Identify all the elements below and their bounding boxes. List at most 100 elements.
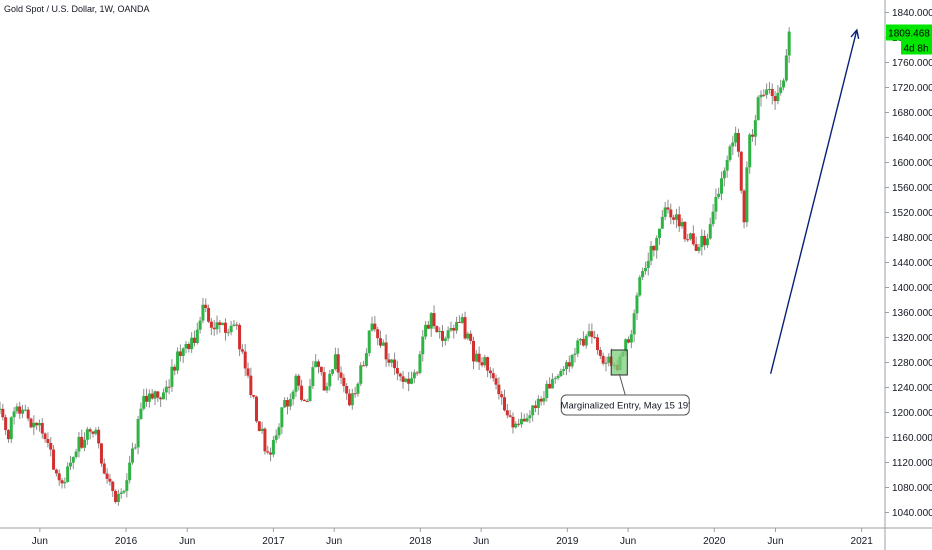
y-tick-label: 1240.000 <box>892 383 932 394</box>
candle-up <box>291 391 295 400</box>
candle-down <box>477 353 481 363</box>
y-tick-label: 1520.000 <box>892 208 932 219</box>
candle-up <box>421 336 425 355</box>
candle-up <box>745 167 749 223</box>
candle-down <box>285 400 289 407</box>
candle-down <box>322 372 326 391</box>
candle-up <box>663 207 667 217</box>
x-tick-label: Jun <box>620 536 636 547</box>
candle-down <box>18 406 22 414</box>
candle-up <box>576 340 580 354</box>
candle-down <box>209 321 213 328</box>
candle-up <box>553 378 557 380</box>
candle-up <box>717 193 721 197</box>
candle-up <box>776 92 780 102</box>
countdown-label: 4d 8h <box>903 44 928 55</box>
candle-down <box>238 324 242 350</box>
candle-down <box>29 418 33 428</box>
x-tick-label: Jun <box>473 536 489 547</box>
candle-down <box>452 327 456 331</box>
candle-down <box>736 132 740 152</box>
candle-up <box>280 407 284 428</box>
candle-down <box>269 452 273 455</box>
candle-down <box>683 221 687 240</box>
candle-up <box>556 375 560 379</box>
candle-up <box>364 353 368 366</box>
candle-down <box>187 344 191 350</box>
candle-up <box>528 415 532 419</box>
candle-down <box>677 214 681 227</box>
candle-down <box>672 217 676 220</box>
candle-down <box>114 490 118 503</box>
candle-up <box>176 351 180 371</box>
candle-down <box>300 385 304 400</box>
candle-up <box>646 260 650 269</box>
candle-up <box>753 120 757 137</box>
candle-up <box>314 361 318 368</box>
candle-down <box>192 337 196 343</box>
candle-up <box>443 338 447 341</box>
candle-up <box>562 369 566 371</box>
candle-up <box>201 304 205 321</box>
candle-up <box>638 277 642 296</box>
candle-down <box>254 396 258 422</box>
candle-down <box>263 428 267 452</box>
candle-down <box>539 398 543 402</box>
last-price-tag <box>886 24 932 41</box>
candle-up <box>658 228 662 238</box>
candle-up <box>190 337 194 350</box>
candle-up <box>142 395 146 409</box>
candle-up <box>229 325 233 333</box>
candle-up <box>787 31 791 56</box>
candle-up <box>221 322 225 326</box>
y-tick-label: 1760.000 <box>892 58 932 69</box>
candle-down <box>54 469 58 474</box>
candle-up <box>356 383 360 394</box>
candle-up <box>587 331 591 337</box>
candle-up <box>722 170 726 179</box>
y-tick-label: 1720.000 <box>892 83 932 94</box>
candle-down <box>80 436 84 448</box>
candle-down <box>691 233 695 245</box>
y-tick-label: 1480.000 <box>892 233 932 244</box>
candle-up <box>128 462 132 481</box>
candle-down <box>398 373 402 377</box>
candle-up <box>85 429 89 440</box>
candle-up <box>226 332 230 334</box>
candle-up <box>604 362 608 364</box>
candle-down <box>305 401 309 403</box>
candle-down <box>488 370 492 374</box>
candle-down <box>105 473 109 479</box>
candle-up <box>232 324 236 326</box>
candle-up <box>697 247 701 251</box>
candle-up <box>77 436 81 452</box>
candle-down <box>457 322 461 324</box>
candle-down <box>432 313 436 327</box>
candle-down <box>505 410 509 416</box>
candle-up <box>37 423 41 426</box>
candle-down <box>173 366 177 371</box>
candle-up <box>573 353 577 355</box>
y-tick-label: 1680.000 <box>892 108 932 119</box>
candle-down <box>395 368 399 374</box>
candle-up <box>474 353 478 362</box>
candle-up <box>133 447 137 449</box>
candle-up <box>624 339 628 352</box>
candle-down <box>159 397 163 400</box>
candle-up <box>274 435 278 440</box>
x-tick-label: Jun <box>179 536 195 547</box>
candle-down <box>415 372 419 374</box>
candle-up <box>643 268 647 272</box>
candle-down <box>57 473 61 481</box>
candle-down <box>336 354 340 373</box>
candle-down <box>26 409 30 419</box>
candle-down <box>347 393 351 406</box>
x-tick-label: Jun <box>32 536 48 547</box>
candle-up <box>325 386 329 391</box>
candle-up <box>649 245 653 261</box>
x-tick-label: Jun <box>767 536 783 547</box>
candle-up <box>460 317 464 323</box>
y-tick-label: 1080.000 <box>892 483 932 494</box>
candle-down <box>426 324 430 329</box>
candle-down <box>401 376 405 382</box>
